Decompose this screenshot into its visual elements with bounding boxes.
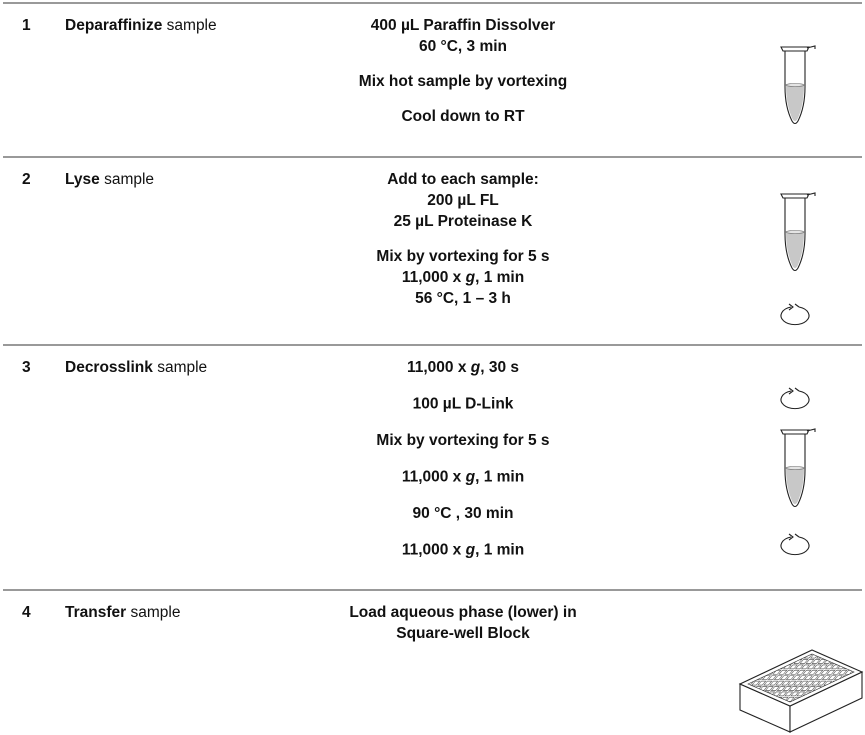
instruction-line: Mix by vortexing for 5 s [376,432,549,449]
instruction-text: 25 µL Proteinase K [394,213,534,230]
instruction-line: Cool down to RT [401,108,525,125]
instruction-text: 90 °C , 30 min [413,505,514,522]
instruction-text: , 1 min [475,542,524,559]
instruction-line: 200 µL FL [427,192,499,209]
instruction-text: , 30 s [480,359,519,376]
step-object: sample [157,359,207,376]
step-object: sample [104,171,154,188]
instruction-line: 90 °C , 30 min [413,505,514,522]
step-action: Deparaffinize [65,17,163,34]
instruction-text: 400 µL Paraffin Dissolver [371,17,555,34]
instruction-line: 100 µL D-Link [413,396,514,413]
tube-icon [780,45,816,125]
step-label: Transfer sample [65,604,180,621]
step-object: sample [130,604,180,621]
instruction-text: Load aqueous phase (lower) in [349,604,576,621]
instruction-text: Cool down to RT [401,108,525,125]
instruction-line: 60 °C, 3 min [419,38,507,55]
square-well-block-icon [738,649,864,733]
instruction-text: , 1 min [475,469,524,486]
instruction-text: 11,000 x [402,542,466,559]
instruction-line: 25 µL Proteinase K [394,213,534,230]
instruction-text: Mix by vortexing for 5 s [376,432,549,449]
protocol-row: 1 Deparaffinize sample 400 µL Paraffin Dis… [22,17,567,125]
step-label: Decrosslink sample [65,359,207,376]
instruction-line: 11,000 x g, 1 min [402,542,524,559]
instruction-line: Mix by vortexing for 5 s [376,248,549,265]
instruction-line: 11,000 x g, 1 min [402,469,524,486]
instruction-text: g [470,359,481,376]
instruction-text: 11,000 x [402,469,466,486]
step-number: 4 [22,604,31,621]
instruction-text: 200 µL FL [427,192,499,209]
step-number: 2 [22,171,31,188]
instruction-line: 400 µL Paraffin Dissolver [371,17,555,34]
instruction-text: g [465,542,476,559]
step-object: sample [167,17,217,34]
centrifuge-icon [780,533,810,556]
step-number: 3 [22,359,31,376]
instruction-text: g [465,469,476,486]
protocol-row: 4 Transfer sample Load aqueous phase (lowe… [22,604,577,642]
instruction-line: Mix hot sample by vortexing [359,73,567,90]
instruction-text: , 1 min [475,269,524,286]
step-label: Lyse sample [65,171,154,188]
protocol-row: 2 Lyse sample Add to each sample: 200 µL FL… [22,171,550,307]
instruction-line: 56 °C, 1 – 3 h [415,290,511,307]
instruction-text: 60 °C, 3 min [419,38,507,55]
tube-icon [780,428,816,508]
icons [738,45,864,733]
instruction-text: Square-well Block [396,625,530,642]
tube-icon [780,192,816,272]
step-action: Decrosslink [65,359,153,376]
instruction-text: Mix hot sample by vortexing [359,73,567,90]
centrifuge-icon [780,303,810,326]
instruction-text: 11,000 x [402,269,466,286]
instruction-text: 11,000 x [407,359,471,376]
instruction-line: Square-well Block [396,625,530,642]
step-number: 1 [22,17,31,34]
step-action: Lyse [65,171,100,188]
centrifuge-icon [780,387,810,410]
instruction-text: Mix by vortexing for 5 s [376,248,549,265]
instruction-line: 11,000 x g, 1 min [402,269,524,286]
instruction-line: Load aqueous phase (lower) in [349,604,576,621]
instruction-text: 100 µL D-Link [413,396,514,413]
instruction-text: g [465,269,476,286]
step-action: Transfer [65,604,126,621]
instruction-line: Add to each sample: [387,171,539,188]
instruction-line: 11,000 x g, 30 s [407,359,519,376]
instruction-text: Add to each sample: [387,171,539,188]
instruction-text: 56 °C, 1 – 3 h [415,290,511,307]
step-label: Deparaffinize sample [65,17,217,34]
